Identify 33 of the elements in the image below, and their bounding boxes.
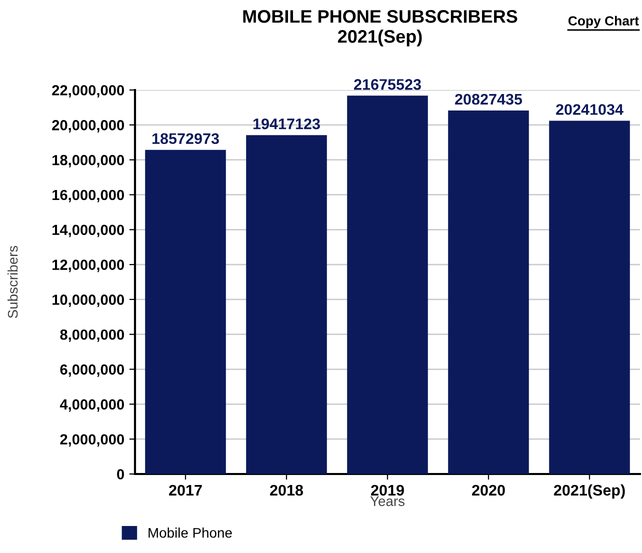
text: Copy Chart: [568, 16, 639, 28]
x-tick-label: 2017: [169, 484, 202, 496]
chart-title: MOBILE PHONE SUBSCRIBERS: [243, 10, 518, 23]
bar: [246, 135, 327, 474]
x-tick-label: 2020: [472, 484, 505, 496]
data-label: 19417123: [253, 118, 320, 130]
y-axis-title: Subscribers: [8, 246, 18, 318]
bar: [448, 110, 529, 474]
x-tick-label: 2018: [270, 484, 304, 496]
chart-subtitle: 2021(Sep): [338, 30, 422, 46]
y-tick-label: 18,000,000: [52, 154, 124, 168]
y-tick-label: 0: [117, 469, 124, 480]
bar: [549, 120, 630, 474]
y-tick-label: 8,000,000: [60, 329, 124, 342]
bar: [347, 96, 428, 474]
x-tick-label: 2019: [371, 484, 404, 496]
y-tick-label: 22,000,000: [52, 85, 124, 98]
y-tick-label: 2,000,000: [60, 434, 124, 447]
data-label: 21675523: [354, 79, 421, 90]
data-label: 20827435: [455, 94, 522, 105]
data-label: 20241034: [556, 104, 624, 115]
y-tick-label: 6,000,000: [60, 364, 124, 377]
data-label: 18572973: [152, 133, 219, 144]
y-tick-label: 14,000,000: [52, 224, 124, 238]
y-tick-label: 20,000,000: [52, 120, 124, 132]
y-tick-label: 10,000,000: [52, 294, 124, 307]
y-tick-label: 16,000,000: [52, 190, 124, 202]
x-axis-title: Years: [370, 496, 405, 506]
legend-label: Mobile Phone: [148, 528, 232, 538]
y-tick-label: 4,000,000: [60, 399, 124, 412]
x-tick-label: 2021(Sep): [554, 484, 625, 499]
bar: [145, 150, 226, 474]
y-tick-label: 12,000,000: [52, 260, 124, 272]
